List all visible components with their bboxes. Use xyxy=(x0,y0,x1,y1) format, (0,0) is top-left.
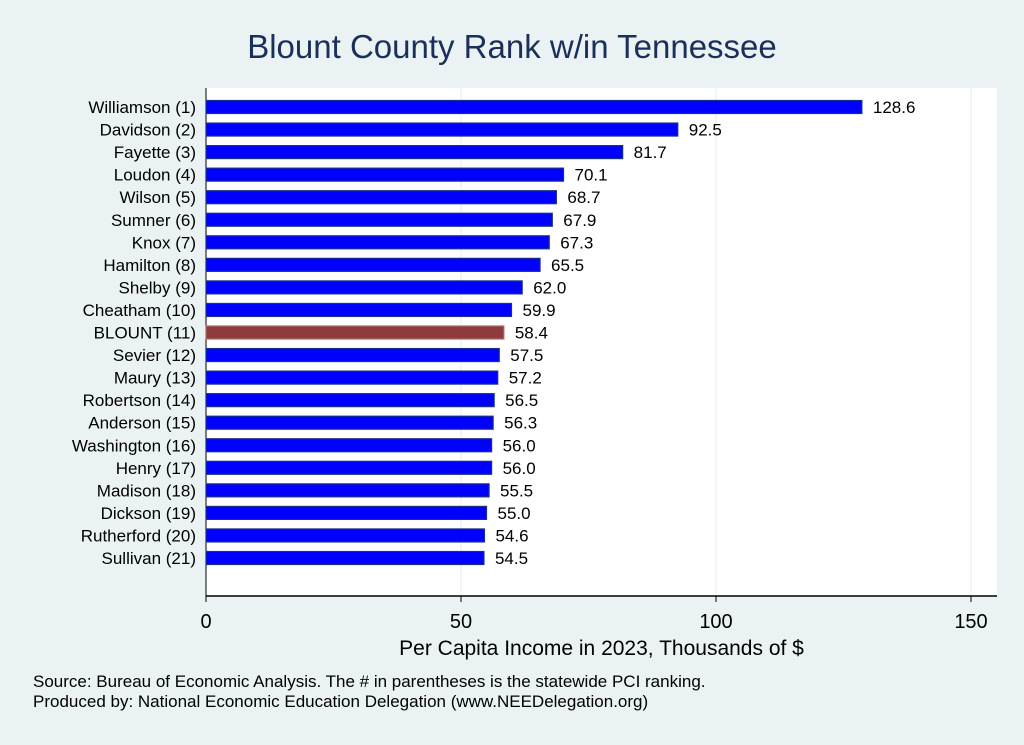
data-label: 54.5 xyxy=(495,549,528,568)
data-label: 56.5 xyxy=(505,391,538,410)
x-tick-label: 100 xyxy=(699,611,732,633)
category-label: BLOUNT (11) xyxy=(94,324,196,343)
bar xyxy=(205,528,486,543)
bar xyxy=(205,257,541,272)
bar xyxy=(205,122,679,137)
category-label: Fayette (3) xyxy=(114,143,196,162)
category-label: Wilson (5) xyxy=(119,188,196,207)
x-axis-label: Per Capita Income in 2023, Thousands of … xyxy=(399,637,804,660)
bar xyxy=(205,99,863,115)
bar xyxy=(205,167,565,182)
data-label: 65.5 xyxy=(551,256,584,275)
data-label: 56.3 xyxy=(504,414,537,433)
bar xyxy=(205,483,490,498)
data-label: 59.9 xyxy=(522,301,555,320)
chart-title: Blount County Rank w/in Tennessee xyxy=(247,28,777,65)
data-label: 55.0 xyxy=(498,504,531,523)
bar xyxy=(205,212,553,227)
category-label: Loudon (4) xyxy=(114,166,196,185)
bar xyxy=(205,145,624,160)
bar xyxy=(205,393,495,408)
data-label: 128.6 xyxy=(873,98,916,117)
category-label: Madison (18) xyxy=(97,481,196,500)
category-label: Henry (17) xyxy=(116,459,196,478)
data-label: 57.2 xyxy=(509,369,542,388)
bar xyxy=(205,325,505,340)
data-label: 92.5 xyxy=(689,121,722,140)
category-label: Sevier (12) xyxy=(113,346,196,365)
data-label: 68.7 xyxy=(567,188,600,207)
category-label: Sumner (6) xyxy=(111,211,196,230)
data-label: 56.0 xyxy=(503,436,536,455)
data-label: 70.1 xyxy=(575,166,608,185)
category-label: Knox (7) xyxy=(132,233,196,252)
category-label: Williamson (1) xyxy=(88,98,196,117)
x-tick-label: 50 xyxy=(450,611,472,633)
data-label: 67.9 xyxy=(563,211,596,230)
bar xyxy=(205,460,493,475)
source-note: Source: Bureau of Economic Analysis. The… xyxy=(33,672,706,691)
bar xyxy=(205,235,550,250)
category-label: Washington (16) xyxy=(72,436,196,455)
x-tick-label: 0 xyxy=(200,611,211,633)
data-label: 56.0 xyxy=(503,459,536,478)
bar xyxy=(205,370,499,385)
category-label: Sullivan (21) xyxy=(102,549,197,568)
produced-by-note: Produced by: National Economic Education… xyxy=(33,692,649,711)
category-label: Dickson (19) xyxy=(101,504,196,523)
category-label: Davidson (2) xyxy=(100,121,196,140)
x-tick-label: 150 xyxy=(954,611,987,633)
category-label: Rutherford (20) xyxy=(81,526,196,545)
data-label: 81.7 xyxy=(634,143,667,162)
bar xyxy=(205,280,523,295)
category-label: Shelby (9) xyxy=(119,278,196,297)
bar xyxy=(205,505,488,520)
data-label: 54.6 xyxy=(495,526,528,545)
category-label: Cheatham (10) xyxy=(83,301,196,320)
bar xyxy=(205,438,493,453)
data-label: 62.0 xyxy=(533,278,566,297)
category-label: Anderson (15) xyxy=(88,414,196,433)
data-label: 58.4 xyxy=(515,324,548,343)
data-label: 57.5 xyxy=(510,346,543,365)
data-label: 55.5 xyxy=(500,481,533,500)
category-label: Hamilton (8) xyxy=(103,256,196,275)
bar xyxy=(205,550,485,566)
bar xyxy=(205,302,513,318)
bar xyxy=(205,190,557,205)
bar xyxy=(205,415,494,430)
data-label: 67.3 xyxy=(560,233,593,252)
category-label: Robertson (14) xyxy=(83,391,196,410)
bar xyxy=(205,347,500,363)
category-label: Maury (13) xyxy=(114,369,196,388)
